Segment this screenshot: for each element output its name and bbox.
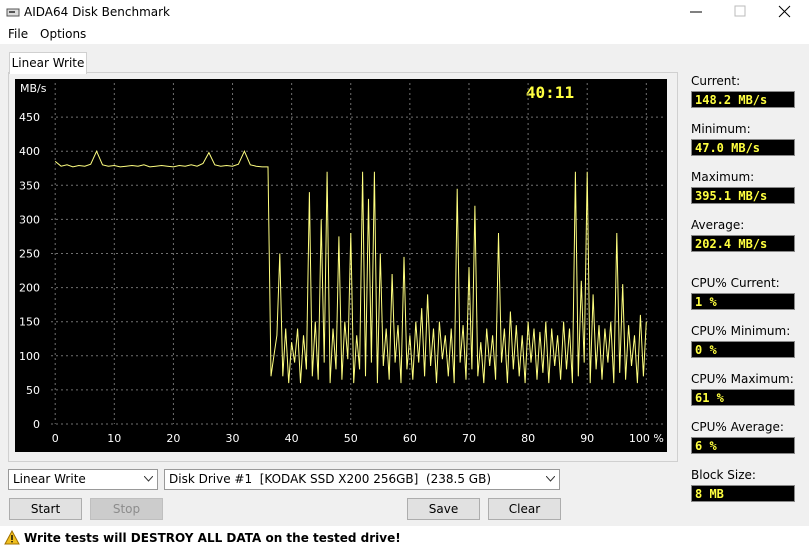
stat-label: CPU% Average: — [691, 420, 784, 434]
stat-value: 47.0 MB/s — [691, 139, 795, 156]
dropdown-arrow — [546, 476, 555, 482]
x-tick-label: 10 — [107, 432, 121, 445]
stat-value: 61 % — [691, 389, 795, 406]
stat-label: CPU% Maximum: — [691, 372, 794, 386]
menu-item[interactable]: Options — [40, 27, 87, 41]
y-tick-label: 400 — [19, 145, 40, 158]
window-title: AIDA64 Disk Benchmark — [24, 5, 171, 19]
stat-label: CPU% Minimum: — [691, 324, 791, 338]
y-tick-label: 0 — [33, 418, 40, 431]
timer: 40:11 — [526, 83, 574, 102]
stat-value: 202.4 MB/s — [691, 235, 795, 252]
x-tick-label: 50 — [344, 432, 358, 445]
y-axis-label: MB/s — [20, 82, 47, 95]
stat-label: Block Size: — [691, 468, 756, 482]
mode-value: Linear Write — [13, 472, 86, 486]
x-tick-label: 100 % — [629, 432, 664, 445]
start-button[interactable]: Start — [9, 498, 82, 520]
warning-text: Write tests will DESTROY ALL DATA on the… — [24, 531, 401, 545]
close-button[interactable] — [778, 5, 791, 18]
stat-value: 6 % — [691, 437, 795, 454]
title-bar: AIDA64 Disk Benchmark — [0, 0, 809, 24]
chart-background — [15, 79, 667, 452]
data-line — [54, 149, 647, 384]
y-tick-label: 100 — [19, 350, 40, 363]
x-tick-label: 80 — [521, 432, 535, 445]
chart: MB/s 40:11 0 50 100 150 200 250 300 350 400 450 0 1… — [15, 79, 667, 452]
tab[interactable]: Linear Write — [9, 52, 87, 74]
stat-label: Current: — [691, 74, 741, 88]
stat-value: 148.2 MB/s — [691, 91, 795, 108]
y-tick-label: 450 — [19, 111, 40, 124]
stat-label: Average: — [691, 218, 745, 232]
maximize-button[interactable] — [734, 5, 746, 17]
x-tick-label: 0 — [52, 432, 59, 445]
y-tick-label: 150 — [19, 316, 40, 329]
y-tick-label: 300 — [19, 213, 40, 226]
warning-icon — [4, 530, 20, 545]
menu-bar — [0, 24, 809, 44]
warning-bar: Write tests will DESTROY ALL DATA on the… — [0, 526, 809, 551]
stat-value: 0 % — [691, 341, 795, 358]
drive-value: Disk Drive #1 [KODAK SSD X200 256GB] (23… — [169, 472, 492, 486]
stat-value: 395.1 MB/s — [691, 187, 795, 204]
y-tick-label: 350 — [19, 179, 40, 192]
app-icon — [6, 8, 20, 17]
mode-select[interactable]: Linear Write — [8, 469, 158, 490]
x-tick-label: 90 — [580, 432, 594, 445]
drive-select[interactable]: Disk Drive #1 [KODAK SSD X200 256GB] (23… — [164, 469, 560, 490]
window-controls — [690, 5, 791, 18]
menu-item[interactable]: File — [8, 27, 29, 41]
stop-button: Stop — [90, 498, 163, 520]
clear-button[interactable]: Clear — [488, 498, 561, 520]
y-tick-label: 200 — [19, 282, 40, 295]
x-tick-label: 30 — [226, 432, 240, 445]
y-tick-label: 50 — [26, 384, 40, 397]
stat-label: Minimum: — [691, 122, 751, 136]
x-tick-label: 40 — [285, 432, 299, 445]
y-tick-label: 250 — [19, 248, 40, 261]
save-button[interactable]: Save — [407, 498, 480, 520]
x-tick-label: 20 — [166, 432, 180, 445]
x-tick-label: 70 — [462, 432, 476, 445]
x-tick-label: 60 — [403, 432, 417, 445]
dropdown-arrow — [144, 476, 153, 482]
stat-label: CPU% Current: — [691, 276, 780, 290]
stat-value: 1 % — [691, 293, 795, 310]
stat-label: Maximum: — [691, 170, 755, 184]
stat-value: 8 MB — [691, 485, 795, 502]
